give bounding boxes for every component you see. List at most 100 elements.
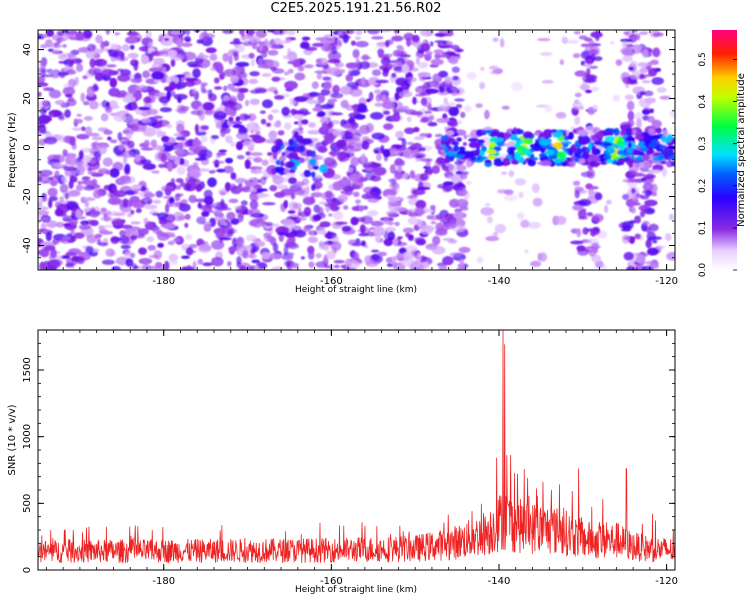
heatmap-cell [437, 54, 450, 58]
heatmap-cell [200, 135, 208, 143]
heatmap-cell [661, 167, 668, 177]
heatmap-cell [280, 160, 285, 167]
heatmap-cell [324, 134, 335, 145]
heatmap-cell [338, 34, 348, 39]
heatmap-cell [118, 144, 125, 151]
heatmap-cell [62, 223, 72, 227]
heatmap-cell [455, 104, 463, 109]
heatmap-cell [415, 56, 420, 65]
heatmap-cell [40, 222, 47, 229]
heatmap-cell [365, 172, 376, 181]
heatmap-cell [316, 72, 323, 80]
heatmap-cell [99, 242, 109, 247]
heatmap-cell [358, 232, 369, 237]
heatmap-cell [514, 152, 521, 161]
heatmap-cell [425, 246, 438, 250]
heatmap-cell [185, 176, 196, 184]
heatmap-cell [515, 139, 523, 145]
heatmap-cell [555, 112, 567, 119]
heatmap-cell [294, 229, 307, 238]
heatmap-cell [604, 136, 616, 142]
heatmap-cell [109, 139, 118, 144]
heatmap-cell [174, 149, 188, 155]
heatmap-cell [535, 104, 548, 108]
heatmap-cell [249, 98, 260, 106]
heatmap-cell [568, 131, 574, 140]
y-tick-label: -40 [22, 237, 33, 253]
heatmap-cell [39, 261, 46, 270]
heatmap-cell [666, 161, 672, 168]
heatmap-cell [665, 233, 672, 242]
heatmap-cell [401, 105, 410, 111]
heatmap-cell [271, 76, 281, 82]
heatmap-cell [41, 216, 50, 222]
heatmap-cell [559, 59, 565, 66]
heatmap-cell [554, 158, 562, 164]
heatmap-cell [332, 128, 345, 137]
heatmap-cell [448, 106, 460, 117]
heatmap-cell [44, 245, 56, 251]
heatmap-cell [516, 130, 524, 135]
heatmap-cell [345, 62, 359, 69]
heatmap-cell [402, 227, 414, 234]
heatmap-cell [412, 34, 420, 43]
heatmap-cell [545, 104, 552, 113]
heatmap-cell [67, 239, 75, 243]
heatmap-cell [438, 226, 445, 236]
heatmap-cell [371, 69, 382, 77]
heatmap-cell [48, 199, 53, 209]
heatmap-cell [478, 150, 486, 157]
heatmap-cell [621, 40, 629, 49]
heatmap-cell [141, 264, 152, 270]
heatmap-cell [61, 175, 68, 183]
heatmap-cell [140, 185, 147, 192]
heatmap-cell [391, 35, 404, 42]
heatmap-cell [336, 139, 347, 149]
heatmap-cell [371, 132, 385, 140]
heatmap-cell [449, 120, 459, 127]
heatmap-cell [236, 133, 250, 141]
heatmap-cell [151, 170, 160, 174]
heatmap-cell [275, 120, 282, 128]
heatmap-cell [353, 191, 360, 197]
heatmap-cell [427, 122, 438, 127]
heatmap-cell [191, 88, 197, 95]
heatmap-cell [195, 184, 202, 192]
heatmap-cell [59, 134, 65, 143]
heatmap-cell [352, 49, 360, 59]
heatmap-cell [631, 206, 636, 215]
heatmap-cell [309, 91, 319, 98]
heatmap-cell [443, 146, 448, 154]
heatmap-cell [316, 230, 327, 235]
heatmap-cell [644, 97, 657, 104]
heatmap-cell [230, 185, 242, 195]
heatmap-cell [287, 210, 296, 214]
heatmap-cell [601, 131, 612, 136]
heatmap-cell [160, 153, 167, 163]
heatmap-cell [315, 37, 327, 41]
heatmap-cell [84, 200, 90, 208]
heatmap-cell [125, 36, 138, 44]
heatmap-cell [508, 170, 515, 178]
heatmap-cell [634, 156, 642, 162]
heatmap-cell [264, 222, 274, 227]
heatmap-cell [314, 174, 323, 178]
heatmap-cell [134, 154, 141, 162]
heatmap-cell [168, 197, 175, 204]
heatmap-cell [38, 174, 50, 184]
heatmap-cell [450, 44, 460, 50]
heatmap-cell [169, 81, 177, 91]
heatmap-cell [312, 214, 322, 222]
heatmap-cell [300, 119, 309, 125]
heatmap-cell [277, 130, 285, 136]
heatmap-cell [397, 236, 403, 240]
heatmap-cell [73, 232, 85, 239]
heatmap-cell [627, 142, 632, 149]
colorbar-tick-label: 0.0 [698, 263, 708, 278]
heatmap-cell [514, 178, 527, 186]
heatmap-cell [93, 58, 108, 67]
heatmap-cell [324, 190, 333, 199]
heatmap-cell [256, 217, 264, 224]
heatmap-cell [584, 78, 597, 83]
heatmap-cell [88, 67, 102, 76]
